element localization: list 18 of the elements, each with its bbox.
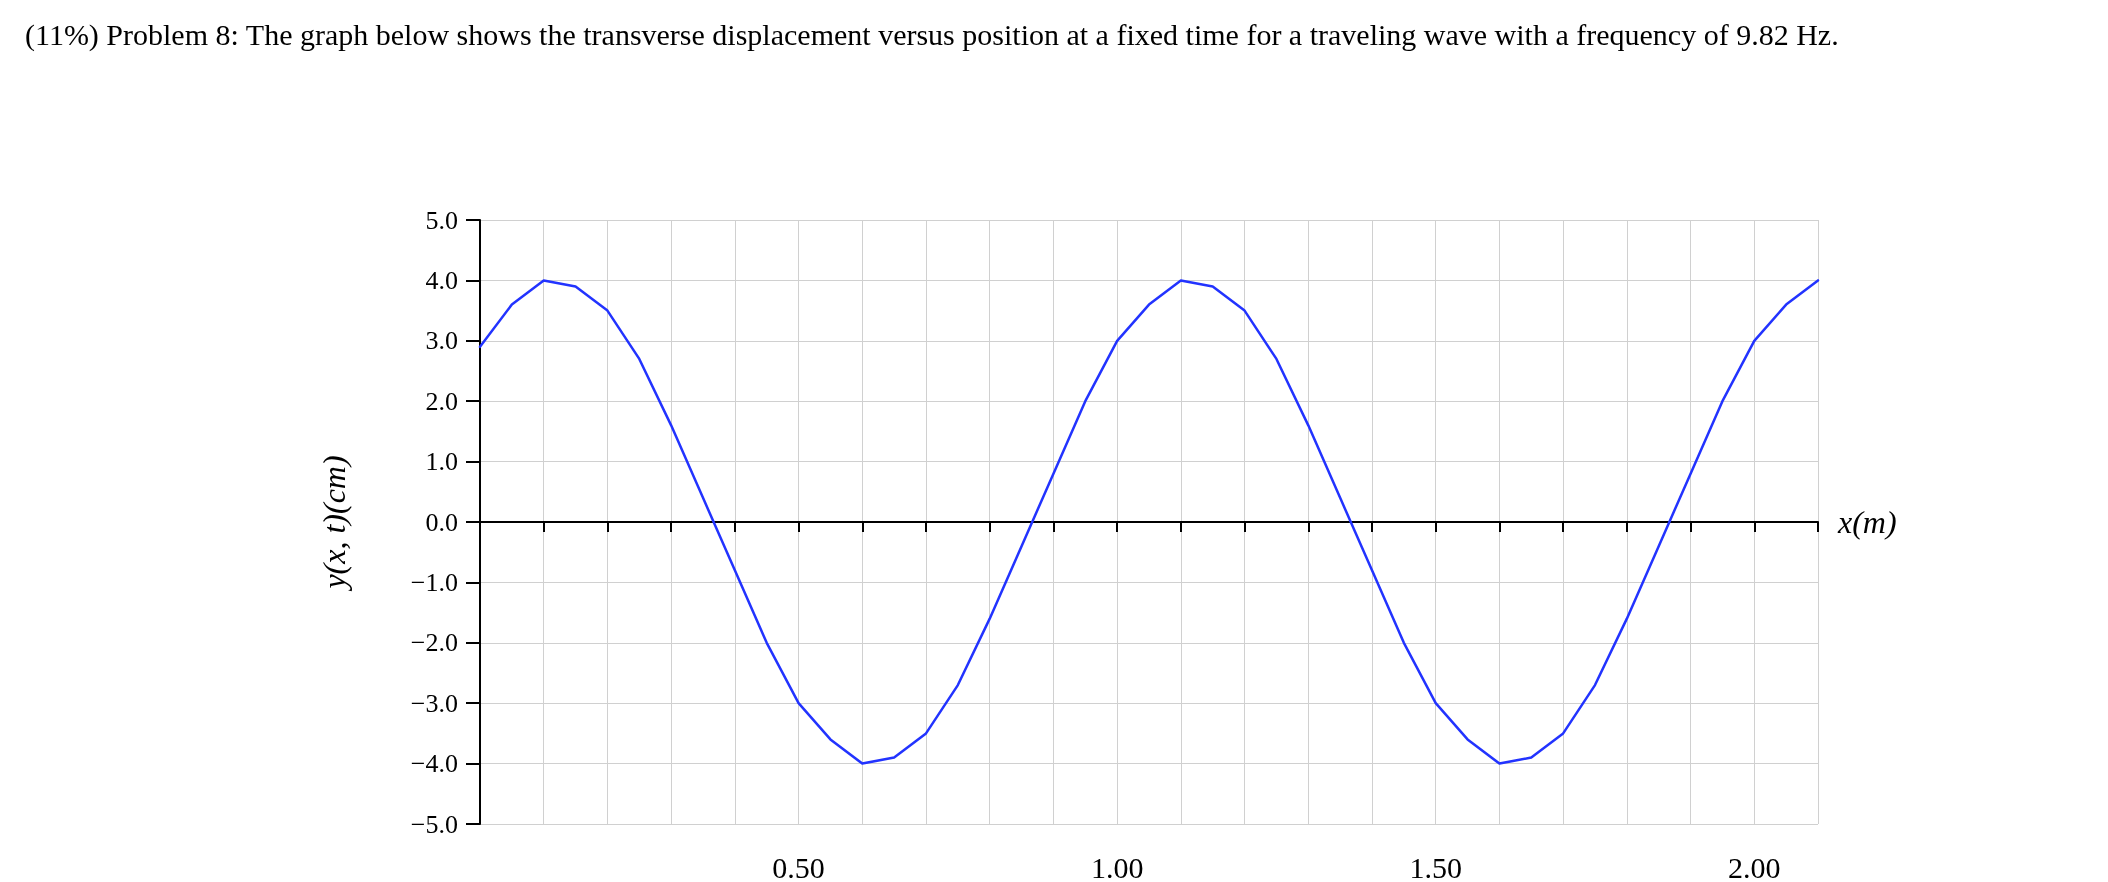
- y-tick-label: 0.0: [425, 507, 458, 537]
- y-tick-label: −2.0: [410, 628, 458, 658]
- y-tick-label: 5.0: [425, 205, 458, 235]
- y-axis-title: y(x, t)(cm): [316, 455, 352, 592]
- x-tick-label: 2.00: [1728, 850, 1781, 882]
- y-tick-label: −3.0: [410, 688, 458, 718]
- x-tick-label: 1.50: [1409, 850, 1462, 882]
- x-tick-label: 1.00: [1090, 850, 1144, 882]
- y-tick-label: 2.0: [425, 386, 458, 416]
- y-tick-label: 3.0: [425, 326, 458, 356]
- x-tick-label: 0.50: [772, 850, 825, 882]
- y-tick-label: 1.0: [425, 447, 458, 477]
- chart-title: (11%) Problem 8: The graph below shows the transverse displacement versus position at a fixed time for a traveling wave with a frequency of 9.82 Hz.: [25, 17, 1839, 52]
- y-tick-label: 4.0: [425, 265, 458, 295]
- x-axis-title: x(m): [1837, 504, 1897, 540]
- y-tick-label: −4.0: [410, 749, 458, 779]
- y-tick-label: −5.0: [410, 809, 458, 839]
- y-tick-label: −1.0: [410, 567, 458, 597]
